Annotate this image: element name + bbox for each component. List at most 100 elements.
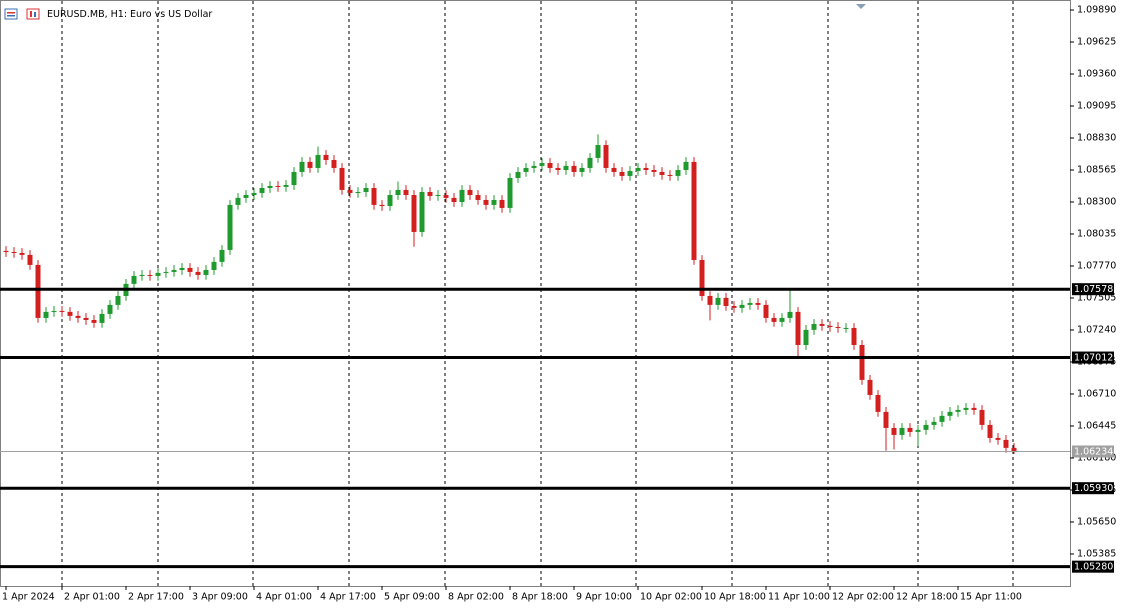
chart-title: EURUSD.MB, H1: Euro vs US Dollar [47, 9, 212, 20]
candle-body [379, 204, 385, 206]
x-tick-label: 10 Apr 02:00 [640, 592, 702, 603]
candle-body [667, 174, 673, 176]
candle-body [619, 171, 625, 176]
icon [7, 12, 15, 14]
candle-body [395, 189, 401, 196]
candle-body [195, 271, 201, 275]
candle-body [267, 185, 273, 189]
x-tick-label: 9 Apr 10:00 [576, 592, 632, 603]
candle-body [131, 275, 137, 284]
candle-body [107, 304, 113, 314]
candle-body [835, 326, 841, 328]
candle-body [507, 177, 513, 208]
icon [7, 15, 15, 17]
candle-body [443, 195, 449, 198]
candle-body [27, 254, 33, 265]
candle-body [563, 165, 569, 171]
y-tick-label: 1.05385 [1077, 549, 1116, 560]
candle-body [139, 274, 145, 276]
candle-body [475, 195, 481, 200]
icon [34, 12, 36, 17]
candle-body [459, 189, 465, 203]
candle-body [19, 252, 25, 255]
candle-body [339, 167, 345, 190]
candle-body [787, 311, 793, 318]
x-tick-label: 15 Apr 11:00 [960, 592, 1022, 603]
candle-body [931, 421, 937, 425]
candle-body [731, 305, 737, 308]
candle-body [251, 192, 257, 196]
x-tick-label: 2 Apr 17:00 [128, 592, 184, 603]
candle-body [691, 161, 697, 260]
candle-body [579, 167, 585, 172]
candle-body [83, 317, 89, 320]
y-tick-label: 1.09890 [1077, 5, 1116, 16]
x-tick-label: 11 Apr 10:00 [768, 592, 830, 603]
candle-body [187, 267, 193, 272]
candle-body [499, 199, 505, 208]
x-tick-label: 5 Apr 09:00 [384, 592, 440, 603]
y-tick-label: 1.09625 [1077, 37, 1116, 48]
y-tick-label: 1.09360 [1077, 69, 1116, 80]
candle-body [67, 311, 73, 316]
candle-body [659, 171, 665, 175]
level-box [1072, 482, 1114, 495]
candle-body [595, 145, 601, 158]
level-label: 1.05930 [1074, 483, 1113, 494]
candle-body [875, 394, 881, 412]
candle-body [715, 297, 721, 305]
candle-body [115, 295, 121, 305]
candle-body [291, 171, 297, 185]
icon [26, 8, 40, 20]
candle-body [771, 317, 777, 322]
candle-body [363, 188, 369, 192]
candle-body [739, 304, 745, 308]
y-tick-label: 1.09095 [1077, 101, 1116, 112]
candle-body [587, 157, 593, 168]
candle-body [411, 195, 417, 232]
candle-body [243, 195, 249, 198]
candle-body [347, 189, 353, 193]
candle-body [651, 170, 657, 172]
candle-body [915, 429, 921, 432]
x-tick-label: 8 Apr 18:00 [512, 592, 568, 603]
candle-body [883, 411, 889, 428]
candle-body [1003, 439, 1009, 448]
x-tick-label: 8 Apr 02:00 [448, 592, 504, 603]
candle-body [547, 163, 553, 168]
candle-body [947, 411, 953, 416]
x-tick-label: 3 Apr 09:00 [192, 592, 248, 603]
candle-body [811, 323, 817, 330]
candle-body [995, 437, 1001, 440]
candle-body [427, 191, 433, 196]
level-box [1072, 283, 1114, 296]
candle-body [539, 163, 545, 166]
candle-body [331, 159, 337, 168]
candle-body [867, 379, 873, 395]
candle-body [451, 197, 457, 203]
level-box [1072, 351, 1114, 364]
candle-body [603, 145, 609, 168]
y-tick-label: 1.06710 [1077, 389, 1116, 400]
candle-body [75, 315, 81, 318]
candle-body [299, 161, 305, 172]
candle-body [211, 261, 217, 270]
candle-body [827, 325, 833, 327]
candle-body [275, 185, 281, 187]
y-tick-label: 1.06180 [1077, 453, 1116, 464]
candle-body [899, 427, 905, 435]
x-tick-label: 12 Apr 02:00 [832, 592, 894, 603]
level-label: 1.07578 [1074, 284, 1113, 295]
candle-body [171, 269, 177, 272]
candle-body [91, 319, 97, 323]
candle-body [907, 427, 913, 432]
candle-body [979, 409, 985, 425]
candle-body [35, 264, 41, 318]
candle-body [707, 295, 713, 305]
icon [30, 11, 32, 17]
last-price-label: 1.06234 [1074, 446, 1113, 457]
candle-body [571, 165, 577, 172]
candle-body [387, 195, 393, 206]
